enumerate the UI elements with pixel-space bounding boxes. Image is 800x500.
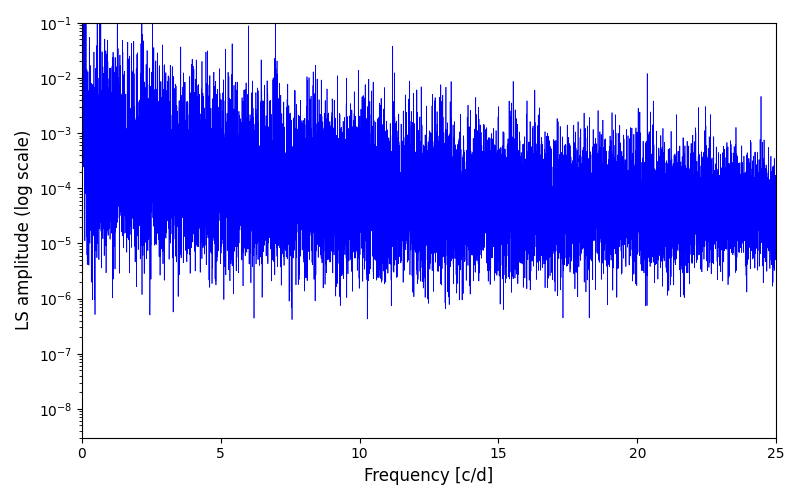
X-axis label: Frequency [c/d]: Frequency [c/d] xyxy=(364,467,494,485)
Y-axis label: LS amplitude (log scale): LS amplitude (log scale) xyxy=(15,130,33,330)
